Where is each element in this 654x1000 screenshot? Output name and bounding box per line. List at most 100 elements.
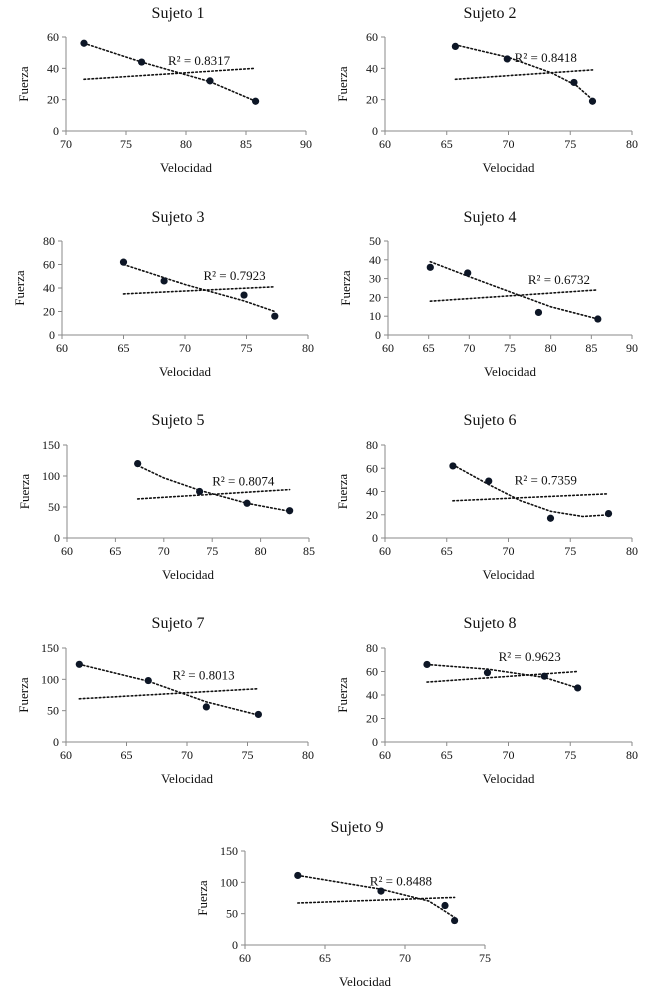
x-tick-label: 85 <box>240 137 252 151</box>
chart-title: Sujeto 2 <box>464 5 517 22</box>
r-squared-label: R² = 0.8317 <box>168 53 231 68</box>
y-tick-label: 60 <box>366 461 378 475</box>
y-tick-label: 20 <box>366 508 378 522</box>
y-axis-label: Fuerza <box>12 270 27 306</box>
y-axis-label: Fuerza <box>17 474 32 510</box>
poly-trendline <box>454 43 594 101</box>
y-axis-label: Fuerza <box>335 677 350 713</box>
x-tick-label: 80 <box>302 748 314 762</box>
x-tick-label: 75 <box>206 544 218 558</box>
x-tick-label: 80 <box>626 748 638 762</box>
y-tick-label: 40 <box>366 688 378 702</box>
y-tick-label: 40 <box>369 253 381 267</box>
chart-title: Sujeto 7 <box>152 615 205 632</box>
y-tick-label: 20 <box>43 305 55 319</box>
x-tick-label: 70 <box>60 137 72 151</box>
data-point <box>449 462 457 470</box>
x-axis-label: Velocidad <box>159 364 211 379</box>
linear-trendline <box>426 670 579 683</box>
r-squared-label: R² = 0.8013 <box>172 667 234 682</box>
y-tick-label: 50 <box>226 907 238 921</box>
x-tick-label: 60 <box>239 951 251 965</box>
y-tick-label: 0 <box>375 328 381 342</box>
x-tick-label: 75 <box>564 748 576 762</box>
x-tick-label: 75 <box>120 137 132 151</box>
poly-trendline <box>136 464 291 513</box>
y-tick-label: 0 <box>232 938 238 952</box>
subplot-9: Sujeto 9 60 65 70 75 0 50 100 150 Velocidad Fuerza… <box>195 819 491 989</box>
data-point <box>196 487 204 496</box>
data-point <box>464 269 472 277</box>
linear-trendline <box>452 492 610 502</box>
x-tick-label: 75 <box>242 748 254 762</box>
x-tick-label: 80 <box>626 137 638 151</box>
x-tick-label: 70 <box>179 341 191 355</box>
data-point <box>540 672 548 680</box>
data-point <box>451 42 459 51</box>
r-squared-label: R² = 0.9623 <box>499 649 561 664</box>
data-point <box>80 39 88 47</box>
x-tick-label: 70 <box>399 951 411 965</box>
y-tick-label: 100 <box>41 672 59 686</box>
y-tick-label: 40 <box>47 61 59 75</box>
subplot-7: Sujeto 7 60 65 70 75 80 0 50 100 150 Velocidad Fuer… <box>16 615 314 786</box>
y-axis-label: Fuerza <box>195 880 210 916</box>
x-tick-label: 80 <box>180 137 192 151</box>
chart-title: Sujeto 4 <box>464 209 517 226</box>
linear-trendline <box>83 67 257 81</box>
x-tick-label: 60 <box>379 748 391 762</box>
y-tick-label: 20 <box>366 93 378 107</box>
y-tick-label: 0 <box>53 735 59 749</box>
subplot-2: Sujeto 2 60 65 70 75 80 0 20 40 60 Velocidad Fuerza… <box>335 5 638 175</box>
y-axis-label: Fuerza <box>335 66 350 102</box>
data-point <box>451 916 459 925</box>
data-point <box>138 58 146 66</box>
y-tick-label: 0 <box>49 328 55 342</box>
x-tick-label: 80 <box>255 544 267 558</box>
data-point <box>160 277 168 285</box>
y-tick-label: 150 <box>41 641 59 655</box>
poly-trendline <box>122 263 276 313</box>
data-point <box>252 97 260 105</box>
x-axis-label: Velocidad <box>161 771 213 786</box>
chart-title: Sujeto 3 <box>152 209 205 226</box>
data-point <box>202 703 210 711</box>
y-axis-label: Fuerza <box>338 270 353 306</box>
data-point <box>240 291 248 299</box>
linear-trendline <box>296 896 456 904</box>
y-tick-label: 60 <box>47 30 59 44</box>
r-squared-label: R² = 0.7923 <box>203 268 265 283</box>
y-tick-label: 100 <box>42 469 60 483</box>
x-tick-label: 65 <box>109 544 121 558</box>
y-axis-label: Fuerza <box>16 677 31 713</box>
y-tick-label: 60 <box>43 258 55 272</box>
y-tick-label: 20 <box>366 712 378 726</box>
poly-trendline <box>429 260 599 320</box>
data-point <box>441 901 449 910</box>
x-tick-label: 85 <box>585 341 597 355</box>
y-tick-label: 100 <box>220 875 238 889</box>
y-tick-label: 150 <box>42 438 60 452</box>
poly-trendline <box>83 42 257 102</box>
y-tick-label: 60 <box>366 665 378 679</box>
x-tick-label: 60 <box>61 544 73 558</box>
y-tick-label: 80 <box>366 641 378 655</box>
x-tick-label: 65 <box>118 341 130 355</box>
r-squared-label: R² = 0.6732 <box>528 272 590 287</box>
data-point <box>546 514 555 522</box>
data-point <box>485 477 493 485</box>
data-point <box>594 315 602 323</box>
data-point <box>271 312 279 320</box>
y-axis-label: Fuerza <box>16 66 31 102</box>
data-point <box>503 55 511 63</box>
y-tick-label: 0 <box>372 531 378 545</box>
r-squared-label: R² = 0.8418 <box>515 50 577 65</box>
x-tick-label: 65 <box>121 748 133 762</box>
poly-trendline <box>296 874 456 919</box>
data-point <box>377 887 385 895</box>
x-tick-label: 80 <box>626 544 638 558</box>
data-point <box>134 460 142 468</box>
data-point <box>286 507 294 515</box>
y-tick-label: 0 <box>372 124 378 138</box>
